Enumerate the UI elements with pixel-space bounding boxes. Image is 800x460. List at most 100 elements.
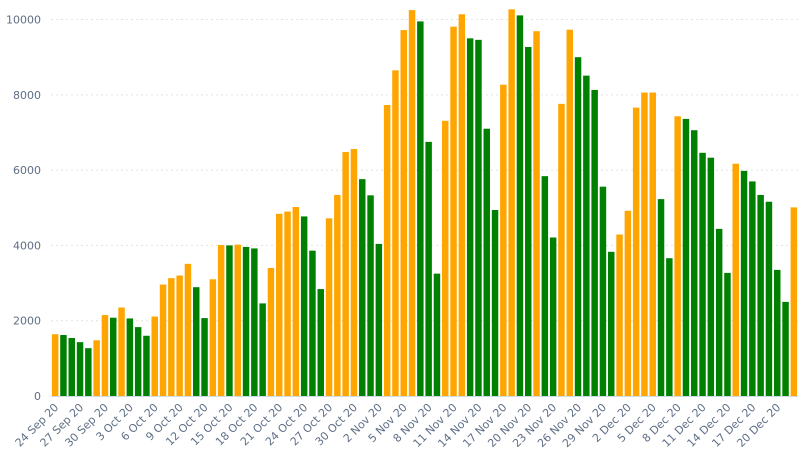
bar-increase[interactable] <box>118 307 125 396</box>
bar-decrease[interactable] <box>782 301 789 396</box>
bar-decrease[interactable] <box>699 152 706 396</box>
bar-increase[interactable] <box>450 26 457 397</box>
bar-decrease[interactable] <box>466 38 474 396</box>
bar-increase[interactable] <box>93 340 100 396</box>
bar-decrease[interactable] <box>724 272 731 396</box>
bar-increase[interactable] <box>325 218 333 396</box>
bar-increase[interactable] <box>342 152 349 396</box>
bar-increase[interactable] <box>558 103 565 397</box>
bar-decrease[interactable] <box>226 245 233 396</box>
bar-increase[interactable] <box>732 163 739 396</box>
bar-decrease[interactable] <box>691 130 698 396</box>
bar-increase[interactable] <box>276 213 283 396</box>
bar-decrease[interactable] <box>134 327 142 396</box>
bar-increase[interactable] <box>408 10 416 397</box>
bar-increase[interactable] <box>267 268 275 396</box>
bar-decrease[interactable] <box>749 181 756 396</box>
bar-decrease[interactable] <box>259 303 266 396</box>
bar-decrease[interactable] <box>242 246 250 396</box>
bar-increase[interactable] <box>176 275 183 396</box>
bar-decrease[interactable] <box>715 228 723 396</box>
bar-decrease[interactable] <box>251 248 258 396</box>
bar-decrease[interactable] <box>375 243 383 396</box>
bar-increase[interactable] <box>392 70 399 396</box>
bar-decrease[interactable] <box>317 289 324 396</box>
bar-decrease[interactable] <box>60 335 67 396</box>
bar-decrease[interactable] <box>193 287 200 396</box>
bar-decrease[interactable] <box>201 318 208 396</box>
bar-decrease[interactable] <box>682 118 690 397</box>
bar-decrease[interactable] <box>516 15 524 396</box>
bar-decrease[interactable] <box>110 317 117 396</box>
bar-increase[interactable] <box>790 207 798 396</box>
bar-decrease[interactable] <box>740 170 748 396</box>
bar-decrease[interactable] <box>541 176 549 396</box>
bar-increase[interactable] <box>400 30 407 396</box>
bar-decrease[interactable] <box>68 338 75 396</box>
y-tick-label: 8000 <box>13 89 41 102</box>
bar-decrease[interactable] <box>85 348 92 396</box>
bar-increase[interactable] <box>624 210 632 396</box>
bar-decrease[interactable] <box>359 179 366 396</box>
bar-decrease[interactable] <box>475 39 482 397</box>
bar-decrease[interactable] <box>483 128 490 396</box>
bar-decrease[interactable] <box>657 199 665 396</box>
bar-decrease[interactable] <box>765 201 773 396</box>
bar-decrease[interactable] <box>591 89 598 397</box>
bar-increase[interactable] <box>184 263 192 396</box>
bar-decrease[interactable] <box>574 57 582 397</box>
bar-increase[interactable] <box>566 29 573 396</box>
bar-increase[interactable] <box>51 334 59 396</box>
bar-increase[interactable] <box>168 278 175 396</box>
bar-decrease[interactable] <box>608 251 615 396</box>
bar-increase[interactable] <box>151 316 158 396</box>
bar-decrease[interactable] <box>425 141 432 396</box>
bar-increase[interactable] <box>292 207 300 396</box>
bar-increase[interactable] <box>350 149 358 396</box>
bar-increase[interactable] <box>500 84 507 396</box>
bar-decrease[interactable] <box>300 216 308 396</box>
bar-increase[interactable] <box>234 244 241 396</box>
bar-decrease[interactable] <box>143 335 150 396</box>
y-tick-label: 4000 <box>13 239 41 252</box>
bar-increase[interactable] <box>533 31 540 396</box>
bar-decrease[interactable] <box>525 47 532 396</box>
bar-increase[interactable] <box>458 14 466 396</box>
bar-increase[interactable] <box>217 245 225 396</box>
bar-increase[interactable] <box>508 9 515 397</box>
y-tick-label: 2000 <box>13 315 41 328</box>
bar-increase[interactable] <box>209 279 217 396</box>
bar-decrease[interactable] <box>549 237 557 396</box>
bar-decrease[interactable] <box>367 195 374 396</box>
y-axis-tick-labels: 0 2000 4000 6000 8000 10000 <box>6 14 41 403</box>
bar-increase[interactable] <box>442 120 449 397</box>
y-tick-label: 6000 <box>13 164 41 177</box>
bar-decrease[interactable] <box>126 318 134 396</box>
bar-increase[interactable] <box>159 284 167 396</box>
bar-increase[interactable] <box>649 92 656 396</box>
bar-increase[interactable] <box>334 194 341 396</box>
bar-decrease[interactable] <box>76 342 84 396</box>
bar-increase[interactable] <box>383 104 391 397</box>
bar-increase[interactable] <box>641 92 648 396</box>
bar-decrease[interactable] <box>599 186 607 396</box>
bar-decrease[interactable] <box>433 273 441 396</box>
bar-decrease[interactable] <box>707 157 715 396</box>
bars <box>51 9 798 397</box>
bar-decrease[interactable] <box>309 250 316 396</box>
bar-decrease[interactable] <box>491 210 499 396</box>
bar-increase[interactable] <box>632 107 640 397</box>
bar-increase[interactable] <box>284 211 291 396</box>
bar-decrease[interactable] <box>757 194 764 396</box>
bar-decrease[interactable] <box>666 258 673 396</box>
bar-increase[interactable] <box>616 234 623 396</box>
bar-decrease[interactable] <box>417 21 424 396</box>
bar-decrease[interactable] <box>774 269 781 396</box>
bar-increase[interactable] <box>101 315 109 396</box>
y-tick-label: 10000 <box>6 14 41 27</box>
bar-decrease[interactable] <box>583 75 590 397</box>
bar-increase[interactable] <box>674 116 681 396</box>
